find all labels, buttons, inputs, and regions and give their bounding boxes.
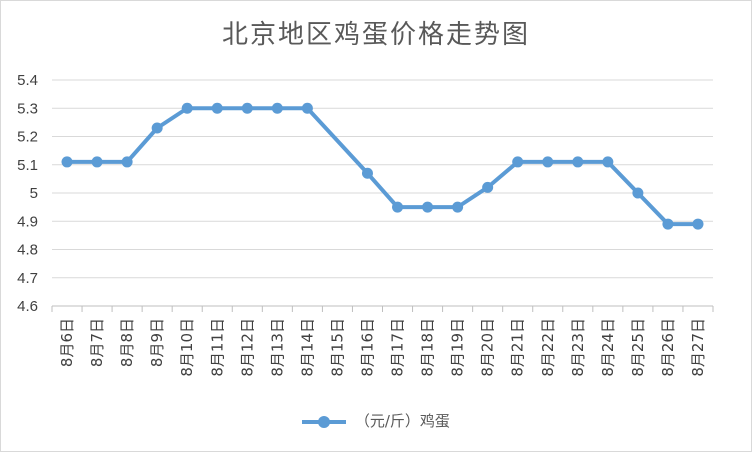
y-tick-label: 4.9 xyxy=(17,213,38,230)
x-tick-label: 8月8日 xyxy=(118,318,136,367)
data-point xyxy=(61,156,73,168)
y-tick-label: 4.8 xyxy=(17,242,38,259)
data-point xyxy=(512,156,524,168)
x-tick-label: 8月19日 xyxy=(449,318,467,377)
x-tick-label: 8月13日 xyxy=(268,318,286,377)
data-point xyxy=(91,156,103,168)
data-point xyxy=(602,156,614,168)
data-point xyxy=(181,102,193,114)
x-tick-label: 8月23日 xyxy=(569,318,587,377)
x-tick-label: 8月15日 xyxy=(328,318,346,377)
data-point xyxy=(692,218,704,230)
chart-legend: （元/斤）鸡蛋 xyxy=(0,410,752,431)
x-tick-label: 8月9日 xyxy=(148,318,166,367)
data-point xyxy=(241,102,253,114)
y-tick-label: 4.6 xyxy=(17,298,38,315)
data-point xyxy=(572,156,584,168)
chart-title: 北京地区鸡蛋价格走势图 xyxy=(221,20,530,50)
x-tick-label: 8月27日 xyxy=(689,318,707,377)
legend-swatch xyxy=(302,415,347,429)
y-tick-label: 5.1 xyxy=(17,157,38,174)
data-point xyxy=(361,167,373,179)
data-point xyxy=(662,218,674,230)
x-tick-label: 8月21日 xyxy=(509,318,527,377)
data-point xyxy=(151,122,163,134)
x-tick-label: 8月16日 xyxy=(358,318,376,377)
x-tick-label: 8月10日 xyxy=(178,318,196,377)
y-tick-label: 4.7 xyxy=(17,270,38,287)
x-tick-label: 8月12日 xyxy=(238,318,256,377)
x-tick-label: 8月18日 xyxy=(419,318,437,377)
data-point xyxy=(392,201,404,213)
data-point xyxy=(121,156,133,168)
x-tick-label: 8月26日 xyxy=(659,318,677,377)
x-tick-label: 8月11日 xyxy=(208,318,226,377)
data-point xyxy=(422,201,434,213)
x-tick-label: 8月24日 xyxy=(599,318,617,377)
data-point xyxy=(452,201,464,213)
data-point xyxy=(211,102,223,114)
y-tick-label: 5 xyxy=(30,185,38,202)
y-tick-label: 5.3 xyxy=(17,100,38,117)
x-tick-label: 8月22日 xyxy=(539,318,557,377)
y-tick-label: 5.4 xyxy=(17,72,38,89)
x-tick-label: 8月20日 xyxy=(479,318,497,377)
data-point xyxy=(482,181,494,193)
x-tick-label: 8月14日 xyxy=(298,318,316,377)
x-tick-label: 8月6日 xyxy=(58,318,76,367)
x-tick-label: 8月7日 xyxy=(88,318,106,367)
y-tick-label: 5.2 xyxy=(17,129,38,146)
data-point xyxy=(632,187,644,199)
data-point xyxy=(301,102,313,114)
data-point xyxy=(542,156,554,168)
x-tick-label: 8月25日 xyxy=(629,318,647,377)
legend-label: （元/斤）鸡蛋 xyxy=(354,412,450,430)
data-point xyxy=(271,102,283,114)
x-tick-label: 8月17日 xyxy=(389,318,407,377)
